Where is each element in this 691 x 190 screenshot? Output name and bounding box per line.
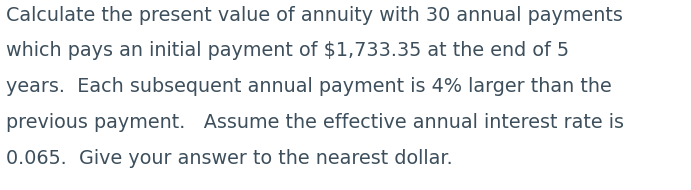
Text: Calculate the present value of annuity with 30 annual payments: Calculate the present value of annuity w… — [6, 6, 623, 25]
Text: previous payment.   Assume the effective annual interest rate is: previous payment. Assume the effective a… — [6, 113, 623, 132]
Text: years.  Each subsequent annual payment is 4% larger than the: years. Each subsequent annual payment is… — [6, 77, 612, 96]
Text: 0.065.  Give your answer to the nearest dollar.: 0.065. Give your answer to the nearest d… — [6, 149, 453, 168]
Text: which pays an initial payment of $1,733.35 at the end of 5: which pays an initial payment of $1,733.… — [6, 41, 569, 60]
